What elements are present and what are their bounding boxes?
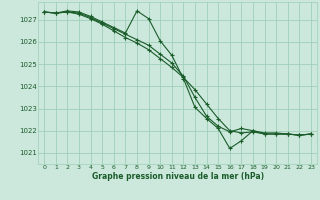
X-axis label: Graphe pression niveau de la mer (hPa): Graphe pression niveau de la mer (hPa) xyxy=(92,172,264,181)
